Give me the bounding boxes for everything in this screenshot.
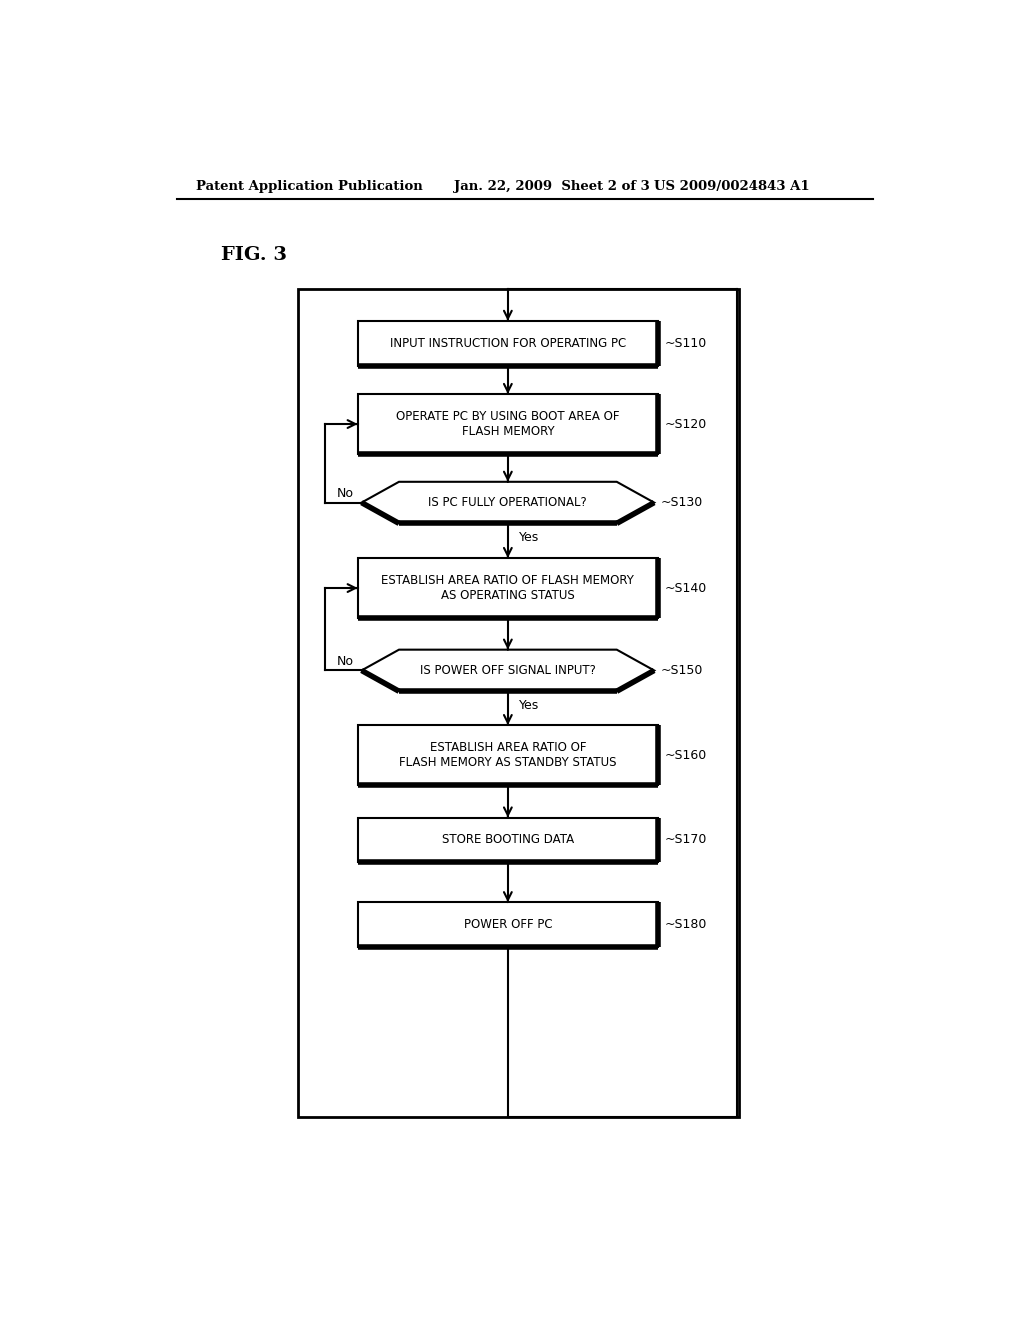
Text: ESTABLISH AREA RATIO OF FLASH MEMORY
AS OPERATING STATUS: ESTABLISH AREA RATIO OF FLASH MEMORY AS … [381, 574, 634, 602]
Bar [357, 395, 658, 454]
Text: POWER OFF PC: POWER OFF PC [464, 917, 552, 931]
Bar [357, 903, 658, 946]
Text: IS PC FULLY OPERATIONAL?: IS PC FULLY OPERATIONAL? [428, 496, 587, 510]
Text: Patent Application Publication: Patent Application Publication [196, 181, 423, 194]
Text: STORE BOOTING DATA: STORE BOOTING DATA [441, 833, 573, 846]
Bar [357, 321, 658, 366]
Bar [357, 558, 658, 618]
Bar [298, 289, 739, 1117]
Text: US 2009/0024843 A1: US 2009/0024843 A1 [654, 181, 810, 194]
Text: ~S180: ~S180 [665, 917, 707, 931]
Text: OPERATE PC BY USING BOOT AREA OF
FLASH MEMORY: OPERATE PC BY USING BOOT AREA OF FLASH M… [396, 411, 620, 438]
Text: ~S110: ~S110 [665, 337, 707, 350]
Bar [357, 817, 658, 862]
Text: Yes: Yes [519, 531, 540, 544]
Text: ~S160: ~S160 [665, 748, 707, 762]
Bar [357, 725, 658, 785]
Polygon shape [361, 482, 654, 524]
Text: ~S130: ~S130 [660, 496, 702, 510]
Text: INPUT INSTRUCTION FOR OPERATING PC: INPUT INSTRUCTION FOR OPERATING PC [390, 337, 626, 350]
Text: IS POWER OFF SIGNAL INPUT?: IS POWER OFF SIGNAL INPUT? [420, 664, 596, 677]
Text: Yes: Yes [519, 698, 540, 711]
Text: ~S140: ~S140 [665, 582, 707, 594]
Text: ESTABLISH AREA RATIO OF
FLASH MEMORY AS STANDBY STATUS: ESTABLISH AREA RATIO OF FLASH MEMORY AS … [399, 741, 616, 770]
Text: Jan. 22, 2009  Sheet 2 of 3: Jan. 22, 2009 Sheet 2 of 3 [454, 181, 649, 194]
Text: ~S170: ~S170 [665, 833, 707, 846]
Text: No: No [337, 655, 354, 668]
Text: ~S120: ~S120 [665, 417, 707, 430]
Text: ~S150: ~S150 [660, 664, 702, 677]
Text: No: No [337, 487, 354, 500]
Polygon shape [361, 649, 654, 692]
Text: FIG. 3: FIG. 3 [221, 246, 288, 264]
